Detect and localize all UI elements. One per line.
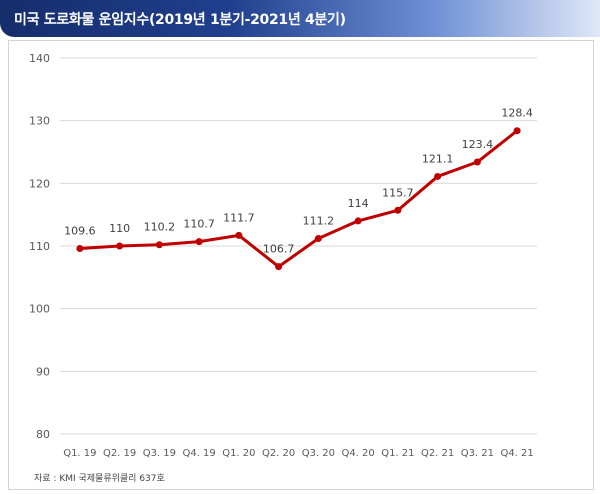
data-label: 106.7 [263,243,295,256]
x-tick-label: Q4. 21 [500,448,533,459]
data-point [235,231,243,239]
source-note: 자료 : KMI 국제물류위클리 637호 [34,474,165,484]
chart-frame [8,40,594,490]
data-point [354,217,362,225]
data-point [513,127,521,135]
x-tick-label: Q2. 20 [262,448,295,459]
x-tick-label: Q4. 20 [341,448,374,459]
x-tick-label: Q1. 19 [63,448,96,459]
y-tick-label: 90 [36,365,50,378]
data-point [473,158,481,166]
data-label: 111.2 [303,214,335,227]
data-label: 110.7 [183,218,215,231]
data-point [76,245,84,253]
y-tick-label: 110 [29,240,50,253]
data-point [116,242,124,250]
data-label: 121.1 [422,152,454,165]
x-tick-label: Q1. 21 [381,448,414,459]
data-label: 128.4 [501,107,533,120]
x-tick-label: Q1. 20 [222,448,255,459]
data-label: 123.4 [462,138,494,151]
x-tick-label: Q3. 21 [461,448,494,459]
data-label: 109.6 [64,225,96,238]
data-label: 110.2 [144,221,176,234]
data-label: 111.7 [223,211,255,224]
data-label: 114 [348,197,369,210]
data-point [394,206,402,214]
y-tick-label: 120 [29,177,50,190]
y-tick-label: 100 [29,303,50,316]
x-tick-label: Q4. 19 [182,448,215,459]
series-line [79,129,519,269]
chart-title: 미국 도로화물 운임지수(2019년 1분기-2021년 4분기) [14,12,346,28]
y-tick-label: 130 [29,115,50,128]
x-tick-label: Q2. 21 [421,448,454,459]
data-point [275,263,283,271]
data-point [314,234,322,242]
data-point [195,238,203,246]
y-tick-label: 140 [29,52,50,65]
data-label: 110 [109,222,130,235]
data-label: 115.7 [382,186,414,199]
data-point [155,241,163,249]
title-bar: 미국 도로화물 운임지수(2019년 1분기-2021년 4분기) [0,0,600,37]
y-tick-label: 80 [36,428,50,441]
x-tick-label: Q3. 19 [143,448,176,459]
x-tick-label: Q3. 20 [302,448,335,459]
x-tick-label: Q2. 19 [103,448,136,459]
data-point [434,172,442,180]
